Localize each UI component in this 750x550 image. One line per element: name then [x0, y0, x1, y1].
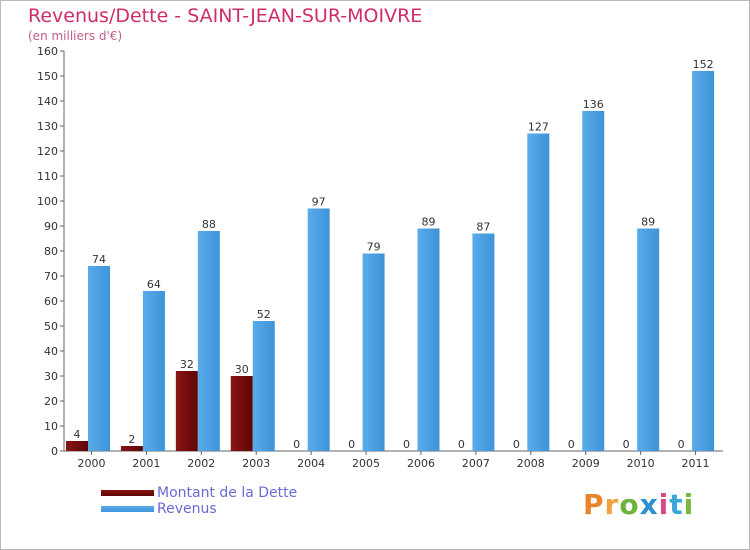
data-label-dette: 0 [513, 438, 520, 451]
data-label-revenus: 89 [641, 216, 655, 229]
chart-title: Revenus/Dette - SAINT-JEAN-SUR-MOIVRE [28, 5, 423, 27]
data-label-dette: 0 [293, 438, 300, 451]
x-tick-label: 2011 [682, 457, 710, 470]
x-tick-label: 2004 [297, 457, 325, 470]
y-tick-label: 100 [37, 195, 58, 208]
data-label-dette: 0 [678, 438, 685, 451]
y-tick-label: 150 [37, 70, 58, 83]
logo-letter: o [619, 488, 640, 521]
logo-letter: t [669, 488, 684, 521]
bar-dette [175, 371, 198, 451]
data-label-dette: 0 [403, 438, 410, 451]
y-tick-label: 120 [37, 145, 58, 158]
x-tick-label: 2009 [572, 457, 600, 470]
y-tick-label: 110 [37, 170, 58, 183]
chart-subtitle: (en milliers d'€) [28, 29, 123, 43]
data-label-dette: 0 [568, 438, 575, 451]
data-label-revenus: 136 [583, 98, 604, 111]
x-tick-label: 2006 [407, 457, 435, 470]
logo-letter: P [583, 488, 605, 521]
y-tick-label: 90 [44, 220, 58, 233]
data-label-revenus: 87 [476, 221, 490, 234]
data-label-revenus: 89 [422, 216, 436, 229]
data-label-revenus: 88 [202, 218, 216, 231]
data-label-revenus: 97 [312, 196, 326, 209]
x-tick-label: 2003 [242, 457, 270, 470]
data-label-dette: 0 [623, 438, 630, 451]
bar-dette [66, 441, 88, 451]
x-tick-label: 2010 [627, 457, 655, 470]
legend-swatch-revenus [101, 506, 154, 512]
legend-swatch-dette [101, 490, 154, 496]
x-tick-label: 2000 [77, 457, 105, 470]
x-tick-label: 2005 [352, 457, 380, 470]
bar-revenus [362, 253, 385, 451]
y-tick-label: 160 [37, 45, 58, 58]
data-label-revenus: 52 [257, 308, 271, 321]
bar-revenus [637, 228, 660, 451]
data-label-dette: 0 [458, 438, 465, 451]
x-tick-label: 2008 [517, 457, 545, 470]
data-label-revenus: 79 [367, 241, 381, 254]
data-label-revenus: 127 [528, 121, 549, 134]
bar-revenus [307, 208, 330, 451]
bar-revenus [527, 133, 550, 451]
y-tick-label: 70 [44, 270, 58, 283]
data-label-revenus: 64 [147, 278, 161, 291]
y-tick-label: 80 [44, 245, 58, 258]
bar-dette [230, 376, 253, 451]
legend-label-dette: Montant de la Dette [157, 485, 298, 501]
bar-revenus [142, 291, 165, 451]
legend-label-revenus: Revenus [157, 501, 217, 517]
bar-revenus [582, 111, 605, 451]
y-tick-label: 40 [44, 345, 58, 358]
logo-letter: x [639, 488, 659, 521]
x-tick-label: 2001 [132, 457, 160, 470]
y-tick-label: 60 [44, 295, 58, 308]
data-label-dette: 32 [180, 358, 194, 371]
data-label-dette: 30 [235, 363, 249, 376]
y-tick-label: 20 [44, 395, 58, 408]
y-tick-label: 30 [44, 370, 58, 383]
y-tick-label: 10 [44, 420, 58, 433]
bar-revenus [472, 233, 495, 451]
bar-dette [120, 446, 143, 451]
bar-revenus [252, 321, 275, 451]
data-label-dette: 2 [128, 433, 135, 446]
y-tick-label: 140 [37, 95, 58, 108]
data-label-dette: 4 [74, 428, 81, 441]
bar-chart: 0102030405060708090100110120130140150160… [37, 45, 723, 470]
data-label-revenus: 74 [92, 253, 106, 266]
y-tick-label: 130 [37, 120, 58, 133]
bar-revenus [197, 231, 220, 451]
logo-letter: i [658, 488, 670, 521]
x-tick-label: 2007 [462, 457, 490, 470]
y-tick-label: 0 [51, 445, 58, 458]
bar-revenus [417, 228, 440, 451]
bar-revenus [692, 71, 715, 451]
data-label-revenus: 152 [693, 58, 714, 71]
y-tick-label: 50 [44, 320, 58, 333]
logo-letter: i [683, 488, 695, 521]
proxiti-logo: Proxiti [583, 488, 694, 521]
logo-letter: r [604, 488, 620, 521]
bar-revenus [88, 266, 110, 451]
x-tick-label: 2002 [187, 457, 215, 470]
data-label-dette: 0 [348, 438, 355, 451]
